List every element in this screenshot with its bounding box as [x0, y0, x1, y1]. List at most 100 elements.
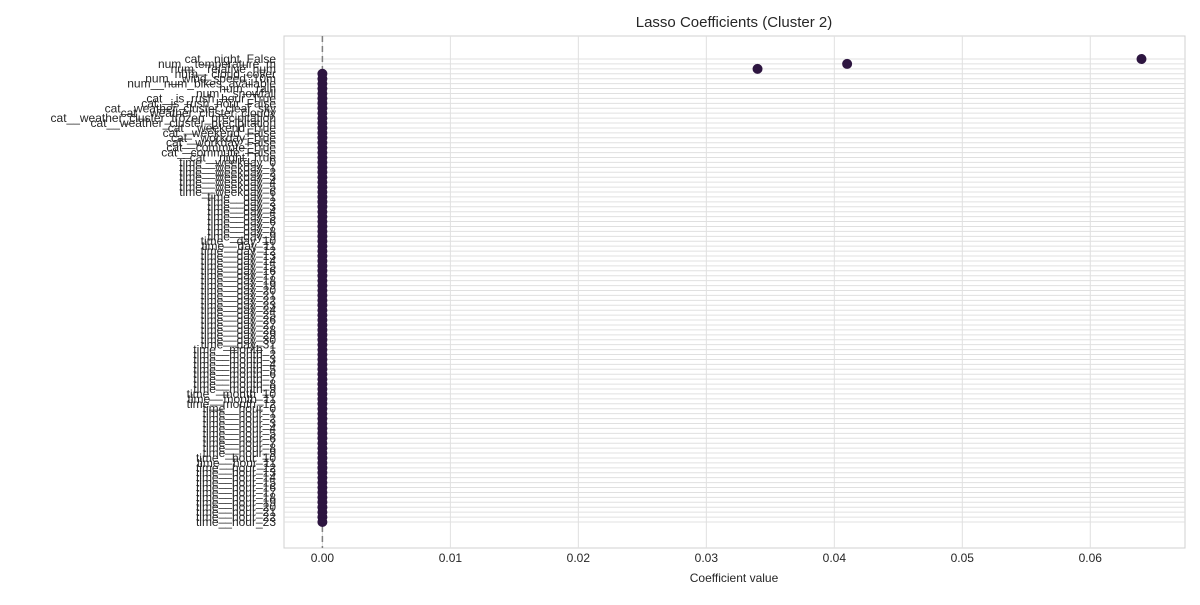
- y-tick-label: num__rain: [219, 82, 276, 96]
- y-tick-label: time__month_7: [193, 372, 276, 386]
- y-tick-label: cat__is_rush_hour_True: [146, 91, 276, 105]
- y-tick-label: time__month_10: [187, 387, 277, 401]
- y-tick-label: time__month_5: [193, 362, 276, 376]
- y-tick-label: time__weekday_3: [179, 170, 276, 184]
- y-tick-label: time__month_4: [193, 357, 276, 371]
- y-tick-label: time__day_4: [207, 205, 276, 219]
- y-tick-label: time__hour_9: [203, 446, 277, 460]
- y-tick-label: cat__weather_cluster_clear_sky: [105, 101, 276, 115]
- y-tick-label: time__day_7: [207, 219, 276, 233]
- y-tick-label: time__day_26: [201, 313, 277, 327]
- y-tick-label: time__day_31: [201, 338, 277, 352]
- y-tick-label: time__hour_18: [196, 490, 276, 504]
- y-tick-label: num__relative_hum: [171, 62, 276, 76]
- y-tick-label: time__day_30: [201, 333, 277, 347]
- data-point: [842, 58, 853, 69]
- y-tick-label: cat__weekend_True: [168, 121, 277, 135]
- y-tick-label: time__hour_11: [197, 456, 276, 470]
- data-point: [317, 517, 328, 527]
- x-tick-labels: 0.00 0.01 0.02 0.03 0.04 0.05 0.06: [311, 551, 1103, 565]
- y-tick-label: cat__weather_cluster_precipitation: [91, 116, 276, 130]
- y-tick-label: time__month_12: [187, 397, 277, 411]
- y-tick-label: time__day_25: [201, 308, 277, 322]
- y-tick-label: time__month_8: [193, 377, 276, 391]
- y-tick-label: time__day_9: [207, 229, 276, 243]
- y-tick-label: time__month_2: [193, 348, 276, 362]
- y-tick-label: time__weekday_6: [179, 185, 276, 199]
- y-tick-label: time__day_10: [201, 234, 277, 248]
- data-point: [752, 63, 763, 74]
- y-tick-label: time__day_6: [207, 215, 276, 229]
- x-tick-label: 0.01: [439, 551, 463, 565]
- y-tick-label: time__weekday_2: [179, 165, 276, 179]
- x-tick-label: 0.00: [311, 551, 335, 565]
- y-tick-label: time__weekday_4: [179, 175, 276, 189]
- x-tick-label: 0.05: [951, 551, 975, 565]
- y-tick-label: time__hour_12: [196, 461, 276, 475]
- y-tick-label: time__day_28: [201, 323, 277, 337]
- y-tick-label: time__day_13: [201, 249, 277, 263]
- y-tick-label: time__day_11: [202, 239, 277, 253]
- y-tick-label: time__day_14: [201, 254, 277, 268]
- y-tick-label: time__day_12: [201, 244, 277, 258]
- y-tick-label: time__day_23: [201, 298, 277, 312]
- y-tick-label: time__hour_23: [196, 515, 276, 529]
- y-tick-label: time__hour_2: [203, 412, 277, 426]
- y-tick-label: time__hour_1: [203, 407, 277, 421]
- y-tick-label: time__day_22: [201, 293, 277, 307]
- y-tick-label: num__temperature_m: [158, 57, 276, 71]
- y-tick-label: cat__night_False: [185, 52, 277, 66]
- y-tick-label: time__day_18: [201, 274, 277, 288]
- y-tick-label: time__hour_3: [203, 416, 277, 430]
- points: [317, 54, 1147, 527]
- y-tick-label: cat__commute_False: [161, 146, 276, 160]
- data-point: [1136, 54, 1147, 64]
- y-tick-label: time__day_19: [201, 279, 277, 293]
- y-tick-label: cat__workday_True: [171, 131, 276, 145]
- y-tick-label: time__month_9: [193, 382, 276, 396]
- y-tick-label: time__day_21: [201, 288, 277, 302]
- y-tick-label: num__snowfall: [196, 86, 276, 100]
- y-tick-label: time__day_29: [201, 328, 277, 342]
- y-tick-label: time__day_1: [207, 190, 276, 204]
- y-tick-label: time__day_2: [207, 195, 276, 209]
- x-tick-label: 0.04: [823, 551, 847, 565]
- y-tick-label: time__month_6: [193, 367, 276, 381]
- y-tick-label: time__hour_16: [196, 481, 276, 495]
- y-tick-label: time__day_20: [201, 284, 277, 298]
- y-tick-label: time__hour_15: [196, 476, 276, 490]
- grid: [283, 35, 1186, 549]
- x-axis-label: Coefficient value: [690, 571, 779, 585]
- y-tick-label: time__hour_20: [196, 500, 276, 514]
- y-tick-label: cat__night_True: [190, 151, 277, 165]
- y-tick-label: time__hour_7: [203, 436, 277, 450]
- y-tick-label: time__day_27: [201, 318, 277, 332]
- y-tick-label: time__weekday_1: [179, 160, 276, 174]
- y-tick-label: time__hour_5: [203, 426, 277, 440]
- y-tick-label: cat__weather_cluster_cloudy: [121, 106, 276, 120]
- y-tick-label: time__day_24: [201, 303, 277, 317]
- y-tick-label: time__hour_21: [196, 505, 276, 519]
- y-tick-label: num__num_bikes_available: [127, 77, 276, 91]
- y-tick-label: cat__commute_True: [166, 141, 276, 155]
- y-tick-label: time__day_16: [201, 264, 277, 278]
- y-tick-label: time__month_3: [193, 352, 276, 366]
- y-tick-label: time__hour_8: [203, 441, 277, 455]
- y-tick-label: time__hour_19: [196, 495, 276, 509]
- plot-frame: [283, 35, 1186, 549]
- y-tick-label: time__hour_14: [196, 471, 276, 485]
- y-tick-label: cat__weather_cluster_frozen_precipitatio…: [51, 111, 276, 125]
- y-tick-label: time__month_11: [188, 392, 277, 406]
- y-tick-label: time__hour_13: [196, 466, 276, 480]
- x-tick-label: 0.06: [1079, 551, 1103, 565]
- chart-title: Lasso Coefficients (Cluster 2): [636, 14, 832, 31]
- y-tick-label: time__month_1: [193, 343, 276, 357]
- y-tick-label: time__hour_17: [196, 485, 276, 499]
- y-tick-label: time__hour_4: [203, 421, 277, 435]
- y-tick-label: time__day_15: [201, 259, 277, 273]
- y-tick-label: time__day_3: [207, 200, 276, 214]
- y-tick-label: time__hour_0: [203, 402, 277, 416]
- y-tick-label: time__hour_6: [203, 431, 277, 445]
